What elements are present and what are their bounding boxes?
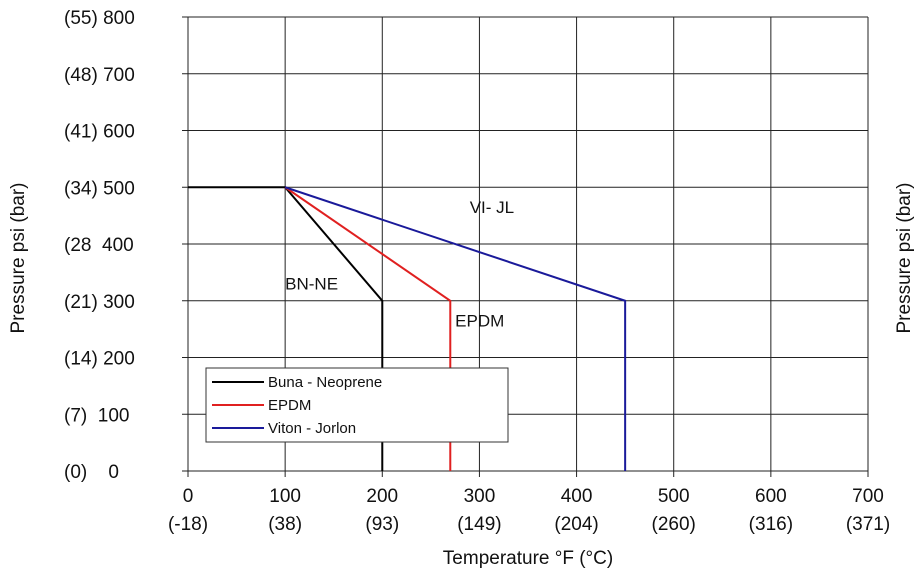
annotations: VI- JL BN-NE EPDM [285,198,514,331]
y-tick-label: (34) 500 [64,178,135,199]
y-tick-label: (0) 0 [64,462,119,483]
legend-label-epdm: EPDM [268,397,311,414]
x-tick-label-c: (-18) [168,514,208,535]
x-tick-label-c: (38) [268,514,302,535]
series-line-2 [284,186,627,471]
x-tick-label-f: 300 [464,486,496,507]
legend-label-viton: Viton - Jorlon [268,420,356,437]
x-tick-label-c: (93) [365,514,399,535]
y-axis-ticks: (0) 0 (7) 100 (14) 200 (21) 300 (28 400 (34) … [64,8,135,483]
x-tick-label-c: (204) [554,514,598,535]
y-tick-label: (55) 800 [64,8,135,29]
x-tick-label-f: 700 [852,486,884,507]
x-tick-label-c: (149) [457,514,501,535]
y-tick-label: (41) 600 [64,122,135,143]
x-tick-label-c: (316) [749,514,793,535]
x-tick-label-f: 600 [755,486,787,507]
annotation-label: EPDM [455,311,504,330]
x-tick-label-c: (260) [652,514,696,535]
y-tick-label: (7) 100 [64,405,129,426]
x-tick-label-f: 400 [561,486,593,507]
y-tick-label: (14) 200 [64,349,135,370]
legend: Buna - Neoprene EPDM Viton - Jorlon [205,367,509,443]
y-axis-label-right: Pressure psi (bar) [894,183,915,334]
x-tick-label-f: 100 [269,486,301,507]
x-tick-label-f: 500 [658,486,690,507]
x-axis-label: Temperature °F (°C) [443,548,613,569]
x-tick-label-f: 200 [366,486,398,507]
legend-label-buna: Buna - Neoprene [268,374,382,391]
y-tick-label: (28 400 [64,235,134,256]
y-tick-label: (21) 300 [64,292,135,313]
y-axis-label-left: Pressure psi (bar) [8,183,29,334]
x-axis-ticks: 0 (-18) 100 (38) 200 (93) 300 (149) 400 (204) 500 (… [168,486,890,535]
annotation-label: VI- JL [470,198,514,217]
annotation-label: BN-NE [285,274,338,293]
y-tick-label: (48) 700 [64,65,135,86]
x-tick-label-c: (371) [846,514,890,535]
x-tick-label-f: 0 [183,486,194,507]
grid [182,16,869,477]
